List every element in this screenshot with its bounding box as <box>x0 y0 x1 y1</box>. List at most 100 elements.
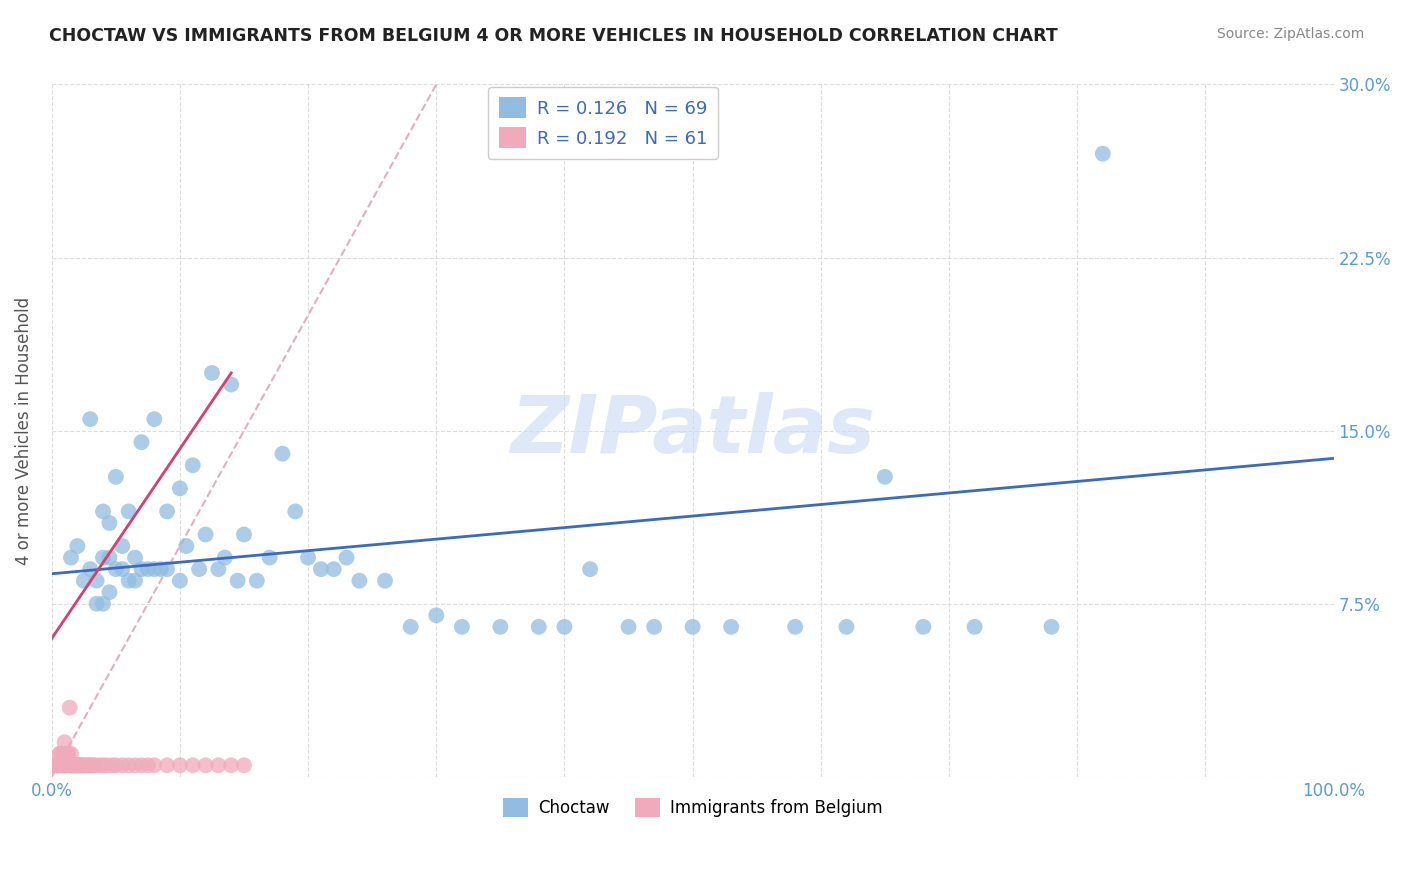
Point <box>86 597 108 611</box>
Point <box>214 550 236 565</box>
Point <box>322 562 344 576</box>
Point <box>233 527 256 541</box>
Point <box>51 747 73 761</box>
Point <box>91 597 114 611</box>
Point <box>70 758 93 772</box>
Point <box>91 550 114 565</box>
Point <box>219 758 242 772</box>
Point <box>63 758 86 772</box>
Point <box>188 562 211 576</box>
Point <box>169 758 191 772</box>
Point <box>49 747 72 761</box>
Point <box>131 758 153 772</box>
Point <box>60 758 83 772</box>
Point <box>201 366 224 380</box>
Point <box>553 620 575 634</box>
Point <box>1040 620 1063 634</box>
Point <box>86 574 108 588</box>
Point <box>56 747 79 761</box>
Point <box>176 539 198 553</box>
Point <box>83 758 105 772</box>
Point <box>79 758 101 772</box>
Point <box>73 574 96 588</box>
Point <box>101 758 124 772</box>
Point <box>1091 146 1114 161</box>
Point <box>309 562 332 576</box>
Point <box>118 758 141 772</box>
Point <box>91 758 114 772</box>
Point <box>59 700 82 714</box>
Point <box>143 758 166 772</box>
Point <box>194 758 217 772</box>
Point <box>785 620 807 634</box>
Point <box>131 562 153 576</box>
Point <box>181 458 204 473</box>
Point <box>399 620 422 634</box>
Point <box>118 574 141 588</box>
Point <box>143 412 166 426</box>
Point <box>52 747 75 761</box>
Point <box>60 758 83 772</box>
Point <box>104 562 127 576</box>
Point <box>48 747 70 761</box>
Point <box>720 620 742 634</box>
Point <box>111 562 134 576</box>
Point <box>181 758 204 772</box>
Point <box>284 504 307 518</box>
Point <box>52 758 75 772</box>
Point <box>131 435 153 450</box>
Point <box>66 758 89 772</box>
Point <box>111 758 134 772</box>
Point <box>246 574 269 588</box>
Text: Source: ZipAtlas.com: Source: ZipAtlas.com <box>1216 27 1364 41</box>
Point <box>98 585 121 599</box>
Point <box>156 562 179 576</box>
Point <box>62 758 84 772</box>
Point <box>45 758 67 772</box>
Point <box>59 747 82 761</box>
Point <box>58 747 80 761</box>
Point <box>617 620 640 634</box>
Point <box>149 562 172 576</box>
Point <box>259 550 281 565</box>
Point <box>51 758 73 772</box>
Point <box>59 758 82 772</box>
Point <box>89 758 111 772</box>
Point <box>219 377 242 392</box>
Point <box>76 758 98 772</box>
Point <box>73 758 96 772</box>
Point <box>111 539 134 553</box>
Point <box>136 562 159 576</box>
Point <box>124 758 146 772</box>
Point <box>48 758 70 772</box>
Point <box>349 574 371 588</box>
Point <box>55 758 77 772</box>
Point <box>69 758 91 772</box>
Point <box>374 574 396 588</box>
Point <box>682 620 704 634</box>
Point <box>156 758 179 772</box>
Point <box>118 504 141 518</box>
Point <box>579 562 602 576</box>
Point <box>912 620 935 634</box>
Point <box>53 735 76 749</box>
Point <box>425 608 447 623</box>
Point <box>643 620 665 634</box>
Text: CHOCTAW VS IMMIGRANTS FROM BELGIUM 4 OR MORE VEHICLES IN HOUSEHOLD CORRELATION C: CHOCTAW VS IMMIGRANTS FROM BELGIUM 4 OR … <box>49 27 1057 45</box>
Point <box>489 620 512 634</box>
Point <box>335 550 357 565</box>
Point <box>104 470 127 484</box>
Point <box>835 620 858 634</box>
Point <box>44 758 66 772</box>
Point <box>124 550 146 565</box>
Point <box>66 758 89 772</box>
Point <box>46 758 69 772</box>
Point <box>156 504 179 518</box>
Point <box>451 620 474 634</box>
Point <box>527 620 550 634</box>
Point <box>207 562 229 576</box>
Point <box>55 747 77 761</box>
Point <box>226 574 249 588</box>
Point <box>49 758 72 772</box>
Point <box>169 574 191 588</box>
